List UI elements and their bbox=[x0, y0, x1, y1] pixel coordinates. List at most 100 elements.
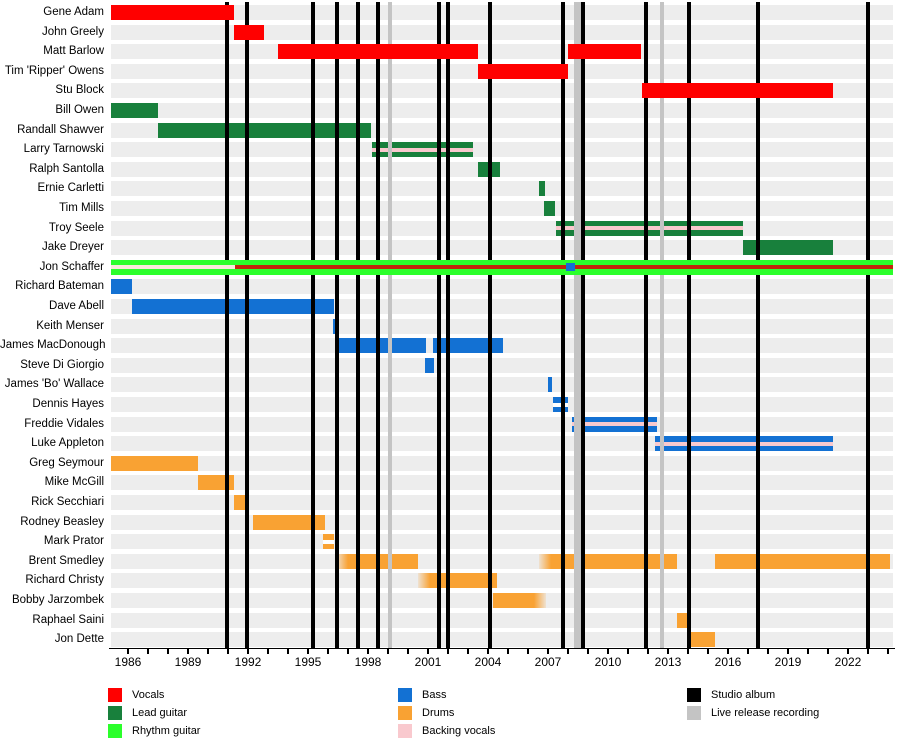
axis-year-label: 2016 bbox=[714, 655, 742, 669]
axis-tick bbox=[727, 649, 729, 654]
axis-year-label: 1998 bbox=[354, 655, 382, 669]
axis-tick bbox=[687, 649, 689, 654]
member-label: Bobby Jarzombek bbox=[11, 594, 104, 606]
axis-tick bbox=[327, 649, 329, 654]
timeline-bar-bass bbox=[548, 377, 552, 393]
row-band bbox=[111, 455, 893, 471]
member-label: Bill Owen bbox=[55, 104, 104, 116]
bar-stripe-backing bbox=[572, 422, 657, 427]
member-label: Rodney Beasley bbox=[20, 515, 104, 528]
row-band bbox=[111, 475, 893, 491]
timeline-bar-lead bbox=[158, 122, 371, 138]
studio-album-line bbox=[311, 2, 315, 648]
studio-album-line bbox=[245, 2, 249, 648]
timeline-bar-bass bbox=[333, 318, 337, 334]
axis-tick bbox=[387, 649, 389, 654]
bar-stripe-backing bbox=[372, 147, 473, 152]
axis-year-label: 2022 bbox=[834, 655, 862, 669]
legend-label: Vocals bbox=[132, 689, 165, 701]
member-label: Matt Barlow bbox=[43, 45, 104, 58]
legend-label: Live release recording bbox=[711, 707, 820, 719]
axis-tick bbox=[307, 649, 309, 654]
axis-tick bbox=[847, 649, 849, 654]
axis-tick bbox=[207, 649, 209, 654]
member-label: James MacDonough bbox=[0, 339, 106, 352]
row-band bbox=[111, 534, 893, 550]
axis-tick bbox=[747, 649, 749, 654]
axis-tick bbox=[427, 649, 429, 654]
member-label: Jake Dreyer bbox=[42, 241, 104, 254]
legend-label: Drums bbox=[422, 707, 455, 719]
axis-tick bbox=[127, 649, 129, 654]
row-band bbox=[111, 553, 893, 569]
axis-tick bbox=[867, 649, 869, 654]
timeline-bar-bass bbox=[425, 357, 434, 373]
member-label: Jon Dette bbox=[54, 633, 104, 646]
legend-label: Backing vocals bbox=[422, 725, 496, 737]
row-band bbox=[111, 318, 893, 334]
axis-year-label: 1992 bbox=[234, 655, 262, 669]
axis-year-label: 2004 bbox=[474, 655, 502, 669]
legend-swatch-vocals bbox=[108, 688, 122, 702]
axis-tick bbox=[527, 649, 529, 654]
axis-tick bbox=[587, 649, 589, 654]
legend-swatch-studio_album bbox=[687, 688, 701, 702]
bar-stripe-backing bbox=[556, 226, 743, 231]
axis-tick bbox=[147, 649, 149, 654]
row-band bbox=[111, 240, 893, 256]
member-label: Mike McGill bbox=[44, 476, 104, 489]
legend-swatch-bass bbox=[398, 688, 412, 702]
axis-tick bbox=[607, 649, 609, 654]
member-label: Raphael Saini bbox=[32, 613, 104, 626]
member-label: Greg Seymour bbox=[29, 456, 104, 469]
axis-tick bbox=[667, 649, 669, 654]
member-label: Mark Prator bbox=[43, 535, 104, 548]
axis-tick bbox=[547, 649, 549, 654]
studio-album-line bbox=[225, 2, 229, 648]
member-label: Tim Mills bbox=[59, 202, 104, 214]
studio-album-line bbox=[581, 2, 585, 648]
axis-tick bbox=[167, 649, 169, 654]
row-band bbox=[111, 142, 893, 158]
timeline-bar-drums bbox=[234, 495, 246, 510]
studio-album-line bbox=[756, 2, 760, 648]
timeline-bar-bass bbox=[132, 299, 334, 314]
row-band bbox=[111, 161, 893, 177]
member-label: Freddie Vidales bbox=[24, 417, 104, 430]
studio-album-line bbox=[687, 2, 691, 648]
timeline-bar-drums bbox=[677, 612, 687, 628]
legend-label: Bass bbox=[422, 689, 447, 701]
member-label: Steve Di Giorgio bbox=[20, 358, 104, 371]
axis-tick bbox=[647, 649, 649, 654]
live-release-line bbox=[573, 2, 581, 648]
timeline-bar-drums bbox=[111, 455, 198, 471]
row-band bbox=[111, 24, 893, 40]
row-band bbox=[111, 5, 893, 20]
axis-tick bbox=[767, 649, 769, 654]
axis-tick bbox=[507, 649, 509, 654]
member-label: James 'Bo' Wallace bbox=[4, 378, 104, 391]
timeline-bar-drums bbox=[715, 553, 890, 569]
timeline-bar-vocals bbox=[642, 83, 833, 99]
timeline-bar-vocals bbox=[478, 63, 568, 79]
timeline-bar-lead bbox=[111, 103, 158, 118]
axis-tick bbox=[707, 649, 709, 654]
member-label: Gene Adam bbox=[43, 6, 104, 18]
studio-album-line bbox=[437, 2, 441, 648]
studio-album-line bbox=[488, 2, 492, 648]
member-label: Dennis Hayes bbox=[32, 398, 104, 410]
timeline-bar-vocals bbox=[568, 44, 641, 60]
studio-album-line bbox=[644, 2, 648, 648]
timeline-bar-drums bbox=[323, 534, 334, 550]
row-band bbox=[111, 181, 893, 197]
bar-stripe-bass bbox=[566, 263, 575, 272]
member-label: Ernie Carletti bbox=[37, 182, 104, 195]
legend-swatch-live_release bbox=[687, 706, 701, 720]
member-label: Jon Schaffer bbox=[39, 260, 104, 273]
axis-tick bbox=[827, 649, 829, 654]
live-release-line bbox=[388, 2, 392, 648]
axis-tick bbox=[267, 649, 269, 654]
legend-swatch-lead bbox=[108, 706, 122, 720]
axis-tick bbox=[467, 649, 469, 654]
